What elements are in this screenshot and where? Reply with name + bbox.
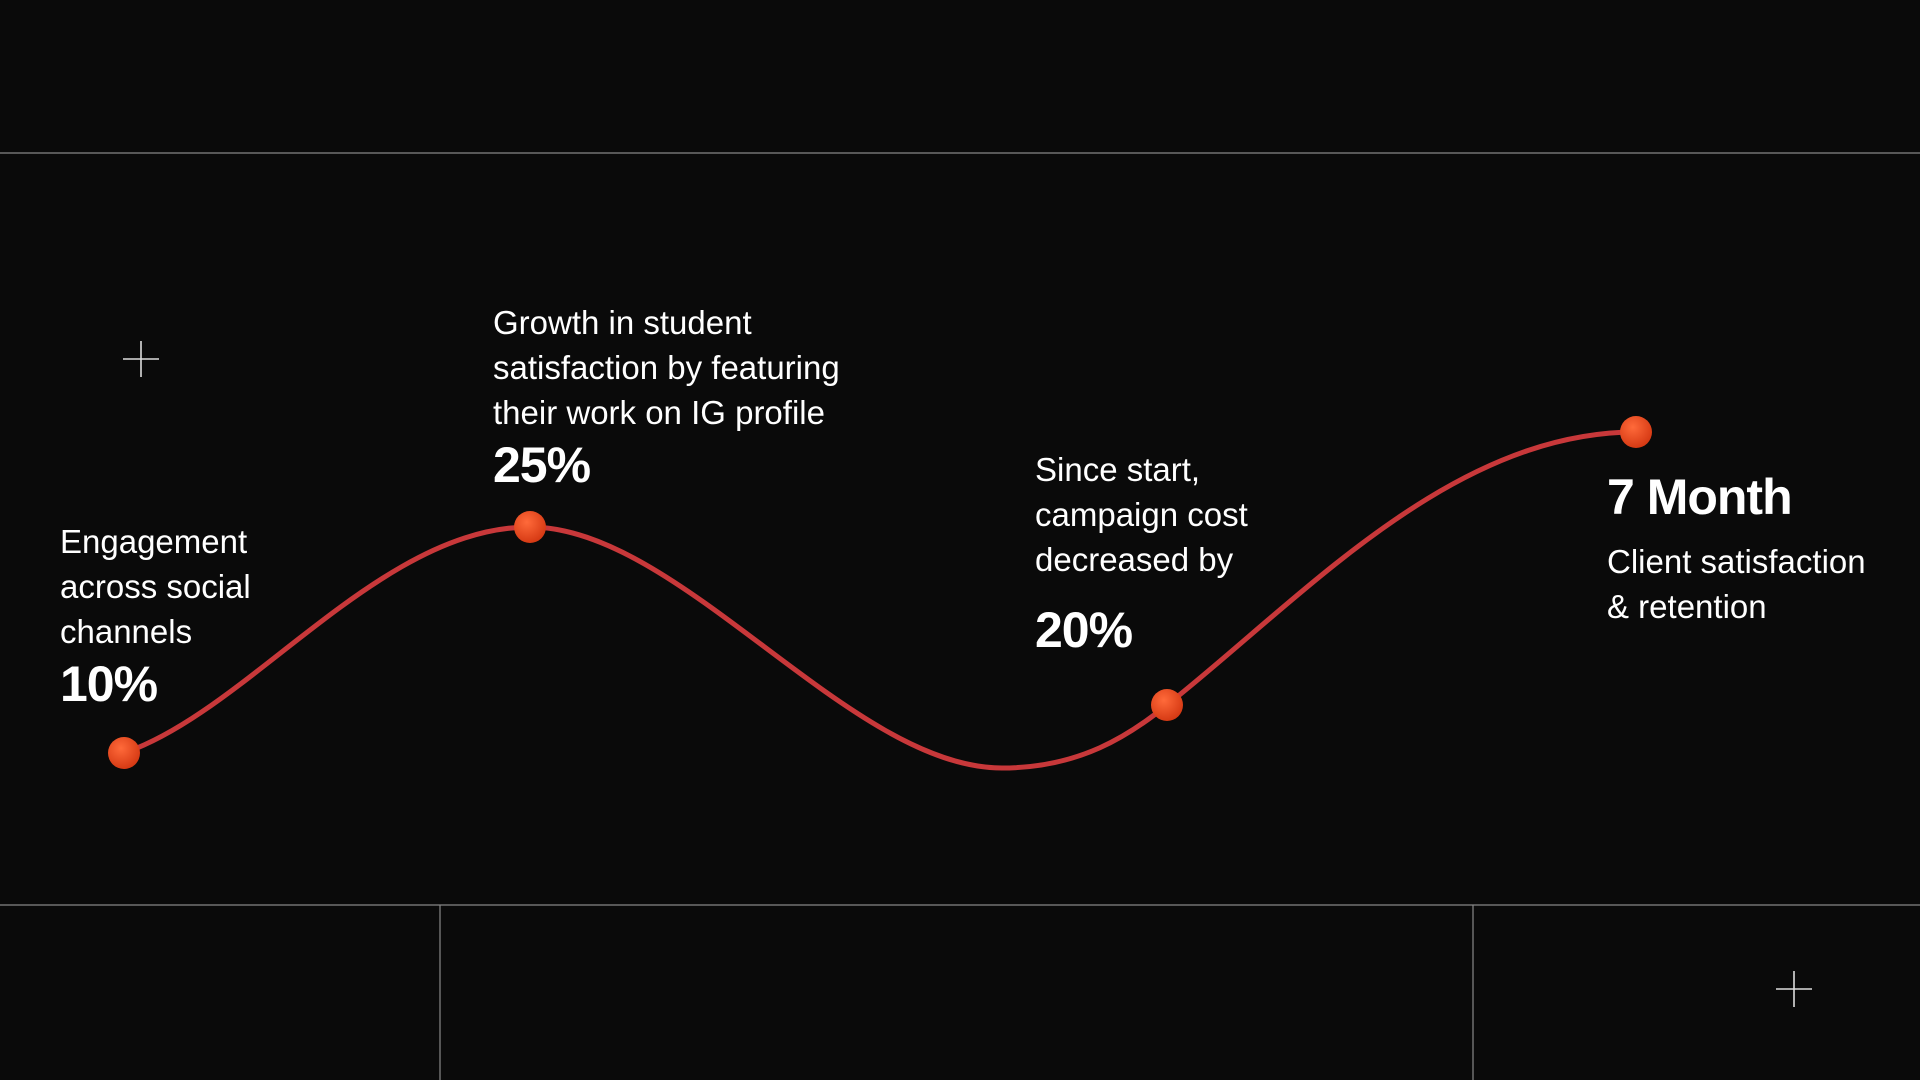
stat-block: Growth in student satisfaction by featur… (493, 300, 840, 495)
description-line: & retention (1607, 588, 1767, 625)
curve (123, 429, 1637, 771)
stat-value: 10% (60, 656, 158, 712)
dot (1151, 689, 1183, 721)
description-line: campaign cost (1035, 496, 1248, 533)
stat-value: 7 Month (1607, 469, 1793, 525)
stat-block: 7 Month Client satisfaction & retention (1607, 467, 1866, 629)
description-line: Since start, (1035, 451, 1201, 488)
description-line: Engagement (60, 523, 248, 560)
stat-value: 20% (1035, 602, 1133, 658)
stat-block: Engagement across social channels 10% (60, 519, 251, 714)
description-line: their work on IG profile (493, 394, 825, 431)
stat-value: 25% (493, 437, 591, 493)
description-line: Client satisfaction (1607, 543, 1866, 580)
description-line: channels (60, 613, 193, 650)
plus-icon (1776, 971, 1812, 1007)
description-line: across social (60, 568, 251, 605)
dot (108, 737, 140, 769)
plus-icon (123, 341, 159, 377)
description-line: decreased by (1035, 541, 1234, 578)
stat-block: Since start, campaign cost decreased by … (1035, 447, 1248, 660)
dot (1620, 416, 1652, 448)
dot (514, 511, 546, 543)
description-line: Growth in student (493, 304, 752, 341)
description-line: satisfaction by featuring (493, 349, 840, 386)
